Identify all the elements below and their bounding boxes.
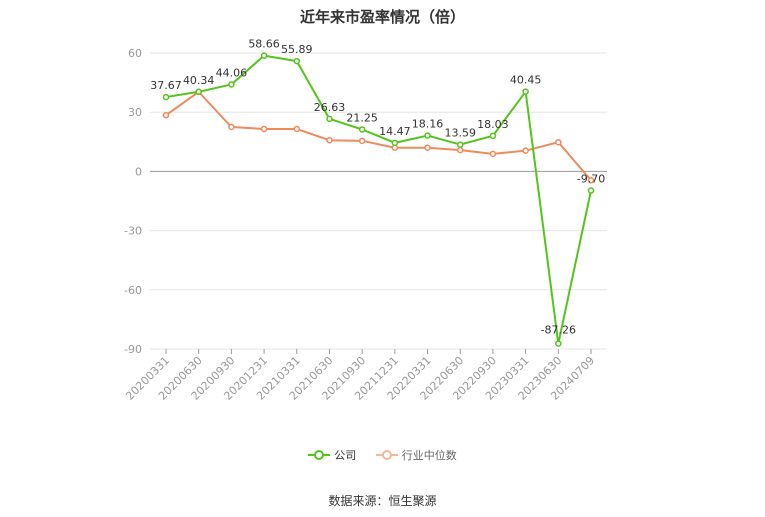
company-pe-data-label: 26.63 <box>314 101 346 114</box>
company-pe-point <box>456 141 464 148</box>
industry-median-point <box>424 144 431 151</box>
company-pe-data-label: 55.89 <box>281 43 313 56</box>
company-pe-point <box>489 132 497 140</box>
y-tick-label: 0 <box>135 165 142 178</box>
grid-layer <box>150 52 607 350</box>
company-pe-line <box>165 54 592 345</box>
legend-item-company[interactable]: 公司 <box>308 447 356 463</box>
company-pe-data-label: 37.67 <box>150 79 182 92</box>
legend: 公司 行业中位数 <box>0 447 765 464</box>
y-tick-label: 30 <box>128 106 142 119</box>
legend-label-industry-median: 行业中位数 <box>401 449 457 462</box>
line-chart: 60300-30-60-9020200331202006302020093020… <box>123 38 607 403</box>
chart-title: 近年来市盈率情况（倍） <box>299 8 465 26</box>
y-tick-label: -90 <box>124 343 142 356</box>
company-pe-data-label: -87.26 <box>541 324 576 337</box>
industry-median-point <box>358 137 366 145</box>
industry-median-point <box>260 125 268 133</box>
company-pe-point <box>555 340 562 347</box>
company-pe-point <box>293 57 301 65</box>
company-pe-data-label: 40.45 <box>510 74 542 87</box>
data-source: 数据来源：恒生聚源 <box>328 494 437 508</box>
legend-swatch-company <box>308 450 331 460</box>
industry-median-point <box>522 147 529 154</box>
industry-median-point <box>293 125 301 133</box>
company-pe-data-label: 44.06 <box>216 66 248 79</box>
company-pe-point <box>195 88 202 96</box>
y-tick-label: -30 <box>124 225 142 238</box>
industry-median-point <box>489 150 497 158</box>
company-pe-point <box>358 126 366 133</box>
company-pe-data-label: -9.70 <box>577 173 605 186</box>
company-pe-point <box>228 81 235 88</box>
industry-median-point <box>228 123 235 131</box>
company-pe-point <box>326 115 333 123</box>
company-pe-data-label: 40.34 <box>183 74 215 87</box>
company-pe-point <box>424 132 431 139</box>
y-tick-label: 60 <box>128 47 142 60</box>
legend-swatch-industry-median <box>375 450 398 460</box>
industry-median-point <box>162 111 170 119</box>
company-pe-data-label: 18.16 <box>412 118 444 131</box>
company-pe-data-label: 58.66 <box>248 38 280 51</box>
legend-item-industry-median[interactable]: 行业中位数 <box>375 447 457 463</box>
legend-label-company: 公司 <box>334 449 357 462</box>
company-pe-point <box>260 52 268 59</box>
company-pe-data-label: 14.47 <box>379 125 411 138</box>
company-pe-data-label: 13.59 <box>444 127 476 140</box>
company-pe-point <box>162 93 170 101</box>
industry-median-point <box>326 136 333 144</box>
company-pe-point <box>522 88 529 95</box>
industry-median-point <box>456 146 464 154</box>
series-layer <box>162 52 595 347</box>
company-pe-point <box>587 187 595 194</box>
y-tick-label: -60 <box>124 284 142 297</box>
industry-median-point <box>587 177 595 184</box>
company-pe-data-label: 18.03 <box>477 118 509 131</box>
company-pe-point <box>391 139 399 147</box>
company-pe-data-label: 21.25 <box>346 111 378 124</box>
industry-median-point <box>555 138 562 146</box>
industry-median-line <box>165 90 592 181</box>
